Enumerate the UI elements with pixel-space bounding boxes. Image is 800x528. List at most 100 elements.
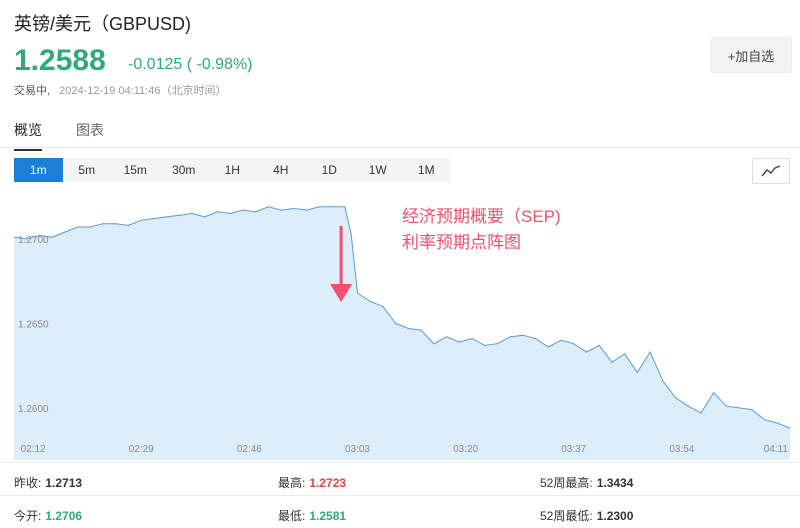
price-point xyxy=(350,233,352,235)
price-point xyxy=(560,339,562,341)
price-point xyxy=(535,338,537,340)
price-point xyxy=(306,209,308,211)
price-point xyxy=(764,419,766,421)
annotation: 经济预期概要（SEP) 利率预期点阵图 xyxy=(330,207,561,302)
price-point xyxy=(153,218,155,220)
price-point xyxy=(471,338,473,340)
price-point xyxy=(636,371,638,373)
price-point xyxy=(267,206,269,208)
stats-panel: 昨收: 1.2713 最高: 1.2723 52周最高: 1.3434 今开: 1.27… xyxy=(0,462,800,528)
price-point xyxy=(700,412,702,414)
stat-52w-low: 52周最低: 1.2300 xyxy=(540,507,633,524)
price-point xyxy=(14,236,15,238)
stat-label: 52周最低: xyxy=(540,509,593,523)
price-point xyxy=(216,211,219,213)
tab-chart[interactable]: 图表 xyxy=(76,122,104,138)
stat-prev-close: 昨收: 1.2713 xyxy=(14,474,82,491)
stat-value: 1.2713 xyxy=(45,476,83,490)
interval-1w[interactable]: 1W xyxy=(368,163,387,177)
price-point xyxy=(115,223,117,225)
x-tick-label: 02:12 xyxy=(21,444,46,455)
price-change: -0.0125 ( -0.98%) xyxy=(128,56,253,73)
last-price: 1.2588 xyxy=(14,44,106,77)
stats-divider-top xyxy=(0,462,800,463)
interval-5m[interactable]: 5m xyxy=(78,163,96,177)
price-point xyxy=(166,216,168,218)
price-point xyxy=(344,206,346,208)
instrument-title: 英镑/美元（GBPUSD) xyxy=(14,14,192,34)
annotation-arrow-head xyxy=(330,284,353,302)
price-point xyxy=(687,405,689,407)
price-point xyxy=(611,361,613,363)
price-point xyxy=(407,327,409,330)
price-point xyxy=(102,223,104,225)
price-chart: 1.2700 1.2650 1.2600 02:12 02:29 02:46 03:03 0… xyxy=(14,206,790,460)
price-point xyxy=(382,305,384,308)
price-point xyxy=(369,300,371,302)
interval-1m[interactable]: 1m xyxy=(14,158,63,182)
chart-type-button[interactable] xyxy=(752,158,790,184)
price-point xyxy=(280,209,282,211)
interval-1mo[interactable]: 1M xyxy=(417,163,435,177)
price-point xyxy=(89,226,91,228)
view-tabs: 概览 图表 xyxy=(14,120,104,151)
price-point xyxy=(522,334,524,336)
stats-divider-middle xyxy=(0,495,800,496)
price-point xyxy=(445,336,448,338)
price-point xyxy=(140,219,142,221)
price-point xyxy=(255,211,257,213)
stat-label: 52周最高: xyxy=(540,476,593,490)
x-tick-label: 02:29 xyxy=(129,444,154,455)
stat-value: 1.2723 xyxy=(309,476,347,490)
price-point xyxy=(573,343,575,345)
interval-30m[interactable]: 30m xyxy=(172,163,196,177)
price-point xyxy=(331,206,333,208)
price-point xyxy=(191,212,193,215)
price-point xyxy=(649,351,651,353)
y-tick-label: 1.2600 xyxy=(18,404,49,415)
price-point xyxy=(242,209,244,211)
interval-15m[interactable]: 15m xyxy=(123,163,147,177)
interval-selector: 1m 5m 15m 30m 1H 4H 1D 1W 1M xyxy=(14,158,451,182)
line-chart-icon xyxy=(761,165,781,177)
tab-overview[interactable]: 概览 xyxy=(14,120,42,151)
stat-value: 1.3434 xyxy=(596,476,634,490)
price-point xyxy=(127,224,130,226)
price-area xyxy=(14,206,790,460)
price-point xyxy=(585,351,588,353)
price-point xyxy=(229,212,231,215)
price-point xyxy=(458,341,460,343)
price-point xyxy=(674,397,677,399)
price-point xyxy=(547,346,549,348)
stat-label: 今开: xyxy=(14,509,42,523)
y-tick-label: 1.2700 xyxy=(18,235,49,246)
price-point xyxy=(738,407,740,409)
price-point xyxy=(318,206,320,208)
x-tick-label: 03:03 xyxy=(345,444,370,455)
price-point xyxy=(776,422,778,424)
stat-value: 1.2581 xyxy=(309,509,347,523)
interval-1h[interactable]: 1H xyxy=(224,163,240,177)
interval-4h[interactable]: 4H xyxy=(273,163,289,177)
price-point xyxy=(356,292,359,294)
stat-high: 最高: 1.2723 xyxy=(278,474,346,491)
price-point xyxy=(484,344,486,346)
stat-label: 最高: xyxy=(278,476,306,490)
add-to-watchlist-button[interactable]: +加自选 xyxy=(710,37,792,73)
price-point xyxy=(751,409,753,411)
price-point xyxy=(725,405,728,407)
price-point xyxy=(624,353,626,355)
price-point xyxy=(509,336,511,338)
stat-label: 昨收: xyxy=(14,476,42,490)
price-point xyxy=(496,343,498,345)
stat-low: 最低: 1.2581 xyxy=(278,507,346,524)
x-tick-label: 03:54 xyxy=(669,444,694,455)
x-tick-label: 02:46 xyxy=(237,444,262,455)
annotation-line-2: 利率预期点阵图 xyxy=(402,233,521,252)
stat-value: 1.2706 xyxy=(45,509,83,523)
price-point xyxy=(77,226,79,228)
price-point xyxy=(178,214,180,216)
interval-1d[interactable]: 1D xyxy=(321,163,337,177)
x-tick-label: 04:11 xyxy=(764,444,789,455)
stat-value: 1.2300 xyxy=(596,509,634,523)
